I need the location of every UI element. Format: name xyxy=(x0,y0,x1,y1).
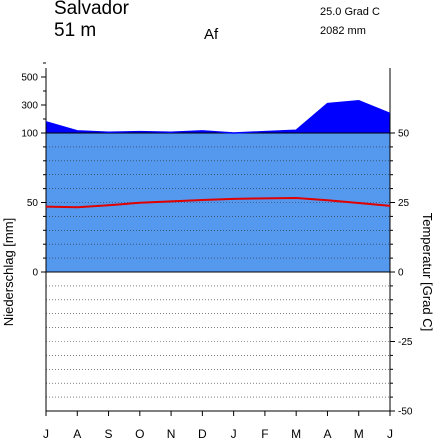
right-tick-label: 0 xyxy=(398,268,404,279)
left-tick-label: 300 xyxy=(21,101,38,112)
month-label: A xyxy=(323,427,331,440)
precipitation-line xyxy=(45,100,391,134)
station-elevation: 51 m xyxy=(54,20,97,41)
month-label: S xyxy=(105,427,113,440)
month-label: M xyxy=(291,427,301,440)
annual-precipitation: 2082 mm xyxy=(320,25,366,37)
left-tick-label: 0 xyxy=(32,268,38,279)
temperature-line xyxy=(45,197,391,209)
right-tick-label: -50 xyxy=(398,407,413,418)
month-label: N xyxy=(167,427,176,440)
right-tick-label: 50 xyxy=(398,129,410,140)
month-label: F xyxy=(261,427,268,440)
month-label: J xyxy=(43,427,49,440)
climate-class: Af xyxy=(204,26,219,43)
month-label: M xyxy=(354,427,364,440)
right-tick-label: -25 xyxy=(398,337,413,348)
month-label: J xyxy=(387,427,393,440)
left-tick-label: 500 xyxy=(21,73,38,84)
perhumid-area xyxy=(45,100,391,134)
left-axis-title: Niederschlag [mm] xyxy=(1,218,16,326)
right-tick-label: 25 xyxy=(398,198,410,209)
month-label: D xyxy=(198,427,207,440)
station-name: Salvador xyxy=(54,0,129,19)
right-axis-title: Temperatur [Grad C] xyxy=(420,213,433,332)
month-label: O xyxy=(135,427,144,440)
left-tick-label: 50 xyxy=(27,198,39,209)
mean-temperature: 25.0 Grad C xyxy=(320,6,380,18)
month-label: A xyxy=(73,427,81,440)
left-tick-label: 100 xyxy=(21,129,38,140)
month-label: J xyxy=(231,427,237,440)
